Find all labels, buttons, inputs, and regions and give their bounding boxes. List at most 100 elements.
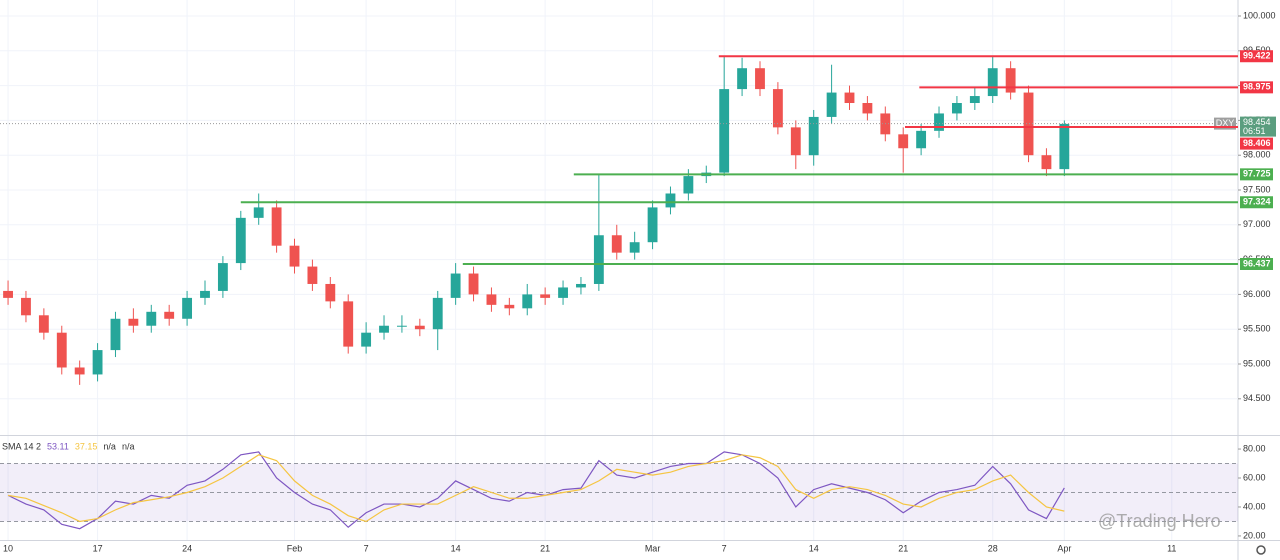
candle-body [593, 235, 604, 284]
countdown-label: 06:51 [1243, 126, 1266, 136]
y-tick-label: 96.000 [1243, 289, 1271, 299]
y-tick-label: 94.500 [1243, 393, 1271, 403]
y-tick-label: 98.000 [1243, 150, 1271, 160]
candle-body [325, 283, 336, 302]
indicator-value: 37.15 [75, 441, 98, 451]
candle-body [719, 89, 730, 173]
level-tag [1240, 137, 1273, 150]
candle-body [1059, 123, 1070, 170]
candle-body [361, 332, 372, 347]
candle-body [182, 297, 193, 319]
y-tick-label: 97.000 [1243, 219, 1271, 229]
candle-body [934, 113, 944, 131]
x-tick-label: 10 [3, 543, 13, 553]
candle-body [540, 294, 551, 298]
y-tick-label: 20.00 [1243, 530, 1266, 540]
symbol-tag [1214, 117, 1236, 130]
candle-body [611, 235, 622, 253]
candle-body [576, 283, 586, 288]
level-tag [1240, 168, 1273, 181]
candle-body [271, 207, 282, 246]
level-label: 98.975 [1243, 82, 1271, 92]
rsi-line [7, 451, 1065, 530]
candle-body [647, 207, 658, 243]
candle-body [737, 68, 748, 90]
y-tick-label: 80.00 [1243, 443, 1266, 453]
x-tick-label: 24 [182, 543, 192, 553]
candle-body [683, 176, 694, 194]
candle-body [128, 318, 139, 326]
x-tick-label: Apr [1057, 543, 1071, 553]
candle-body [808, 116, 819, 156]
symbol-label: DXY [1216, 118, 1235, 128]
candle-body [772, 89, 783, 128]
watermark: @Trading Hero [1098, 511, 1221, 531]
candle-body [397, 325, 407, 327]
level-label: 97.725 [1243, 169, 1271, 179]
candle-body [74, 367, 85, 375]
level-label: 98.406 [1243, 138, 1271, 148]
candle-body [307, 266, 318, 284]
candle-body [432, 297, 443, 330]
level-tag [1240, 257, 1273, 270]
candle-body [164, 311, 175, 319]
candle-body [826, 92, 837, 117]
y-tick-label: 100.000 [1243, 10, 1276, 20]
indicator-value: 53.11 [47, 441, 69, 451]
x-tick-label: 14 [451, 543, 461, 553]
y-tick-label: 60.00 [1243, 472, 1266, 482]
level-tag [1240, 196, 1273, 209]
candle-body [862, 103, 873, 114]
settings-icon[interactable] [1256, 545, 1266, 555]
candle-body [898, 134, 909, 149]
candle-body [987, 68, 998, 97]
candle-body [951, 103, 962, 114]
x-tick-label: 21 [898, 543, 908, 553]
level-label: 99.422 [1243, 51, 1271, 61]
y-tick-label: 95.000 [1243, 358, 1271, 368]
last-price-label: 98.454 [1243, 117, 1271, 127]
candle-body [450, 273, 461, 298]
candle-body [790, 127, 801, 156]
level-tag [1240, 81, 1273, 94]
indicator-na: n/a [103, 441, 116, 451]
candle-body [343, 301, 354, 347]
last-price-tag [1240, 116, 1276, 137]
candle-body [1005, 68, 1016, 93]
candle-body [38, 315, 49, 333]
candle-body [21, 297, 31, 316]
candle-body [522, 294, 533, 309]
candle-body [969, 96, 980, 104]
x-tick-label: 21 [540, 543, 550, 553]
candle-body [146, 311, 157, 326]
x-tick-label: 28 [988, 543, 998, 553]
candle-body [504, 304, 515, 309]
candle-body [468, 273, 479, 295]
candle-body [755, 68, 765, 90]
candle-body [1041, 155, 1052, 170]
level-label: 97.324 [1243, 197, 1271, 207]
candle-body [200, 290, 210, 298]
candle-body [1023, 92, 1034, 156]
x-tick-label: Feb [287, 543, 303, 553]
y-tick-label: 97.500 [1243, 184, 1271, 194]
x-tick-label: 11 [1167, 543, 1176, 553]
candle-body [217, 263, 228, 291]
candle-body [235, 217, 246, 264]
candle-body [289, 245, 300, 267]
candle-body [56, 332, 67, 368]
level-tag [1240, 50, 1273, 63]
x-tick-label: 7 [722, 543, 727, 553]
candle-body [486, 294, 497, 305]
indicator-title: SMA 14 2 [2, 441, 41, 451]
candle-body [665, 193, 676, 208]
x-tick-label: 7 [364, 543, 369, 553]
x-tick-label: 17 [93, 543, 103, 553]
candle-body [629, 242, 640, 253]
candle-body [110, 318, 121, 351]
candle-body [92, 350, 103, 375]
